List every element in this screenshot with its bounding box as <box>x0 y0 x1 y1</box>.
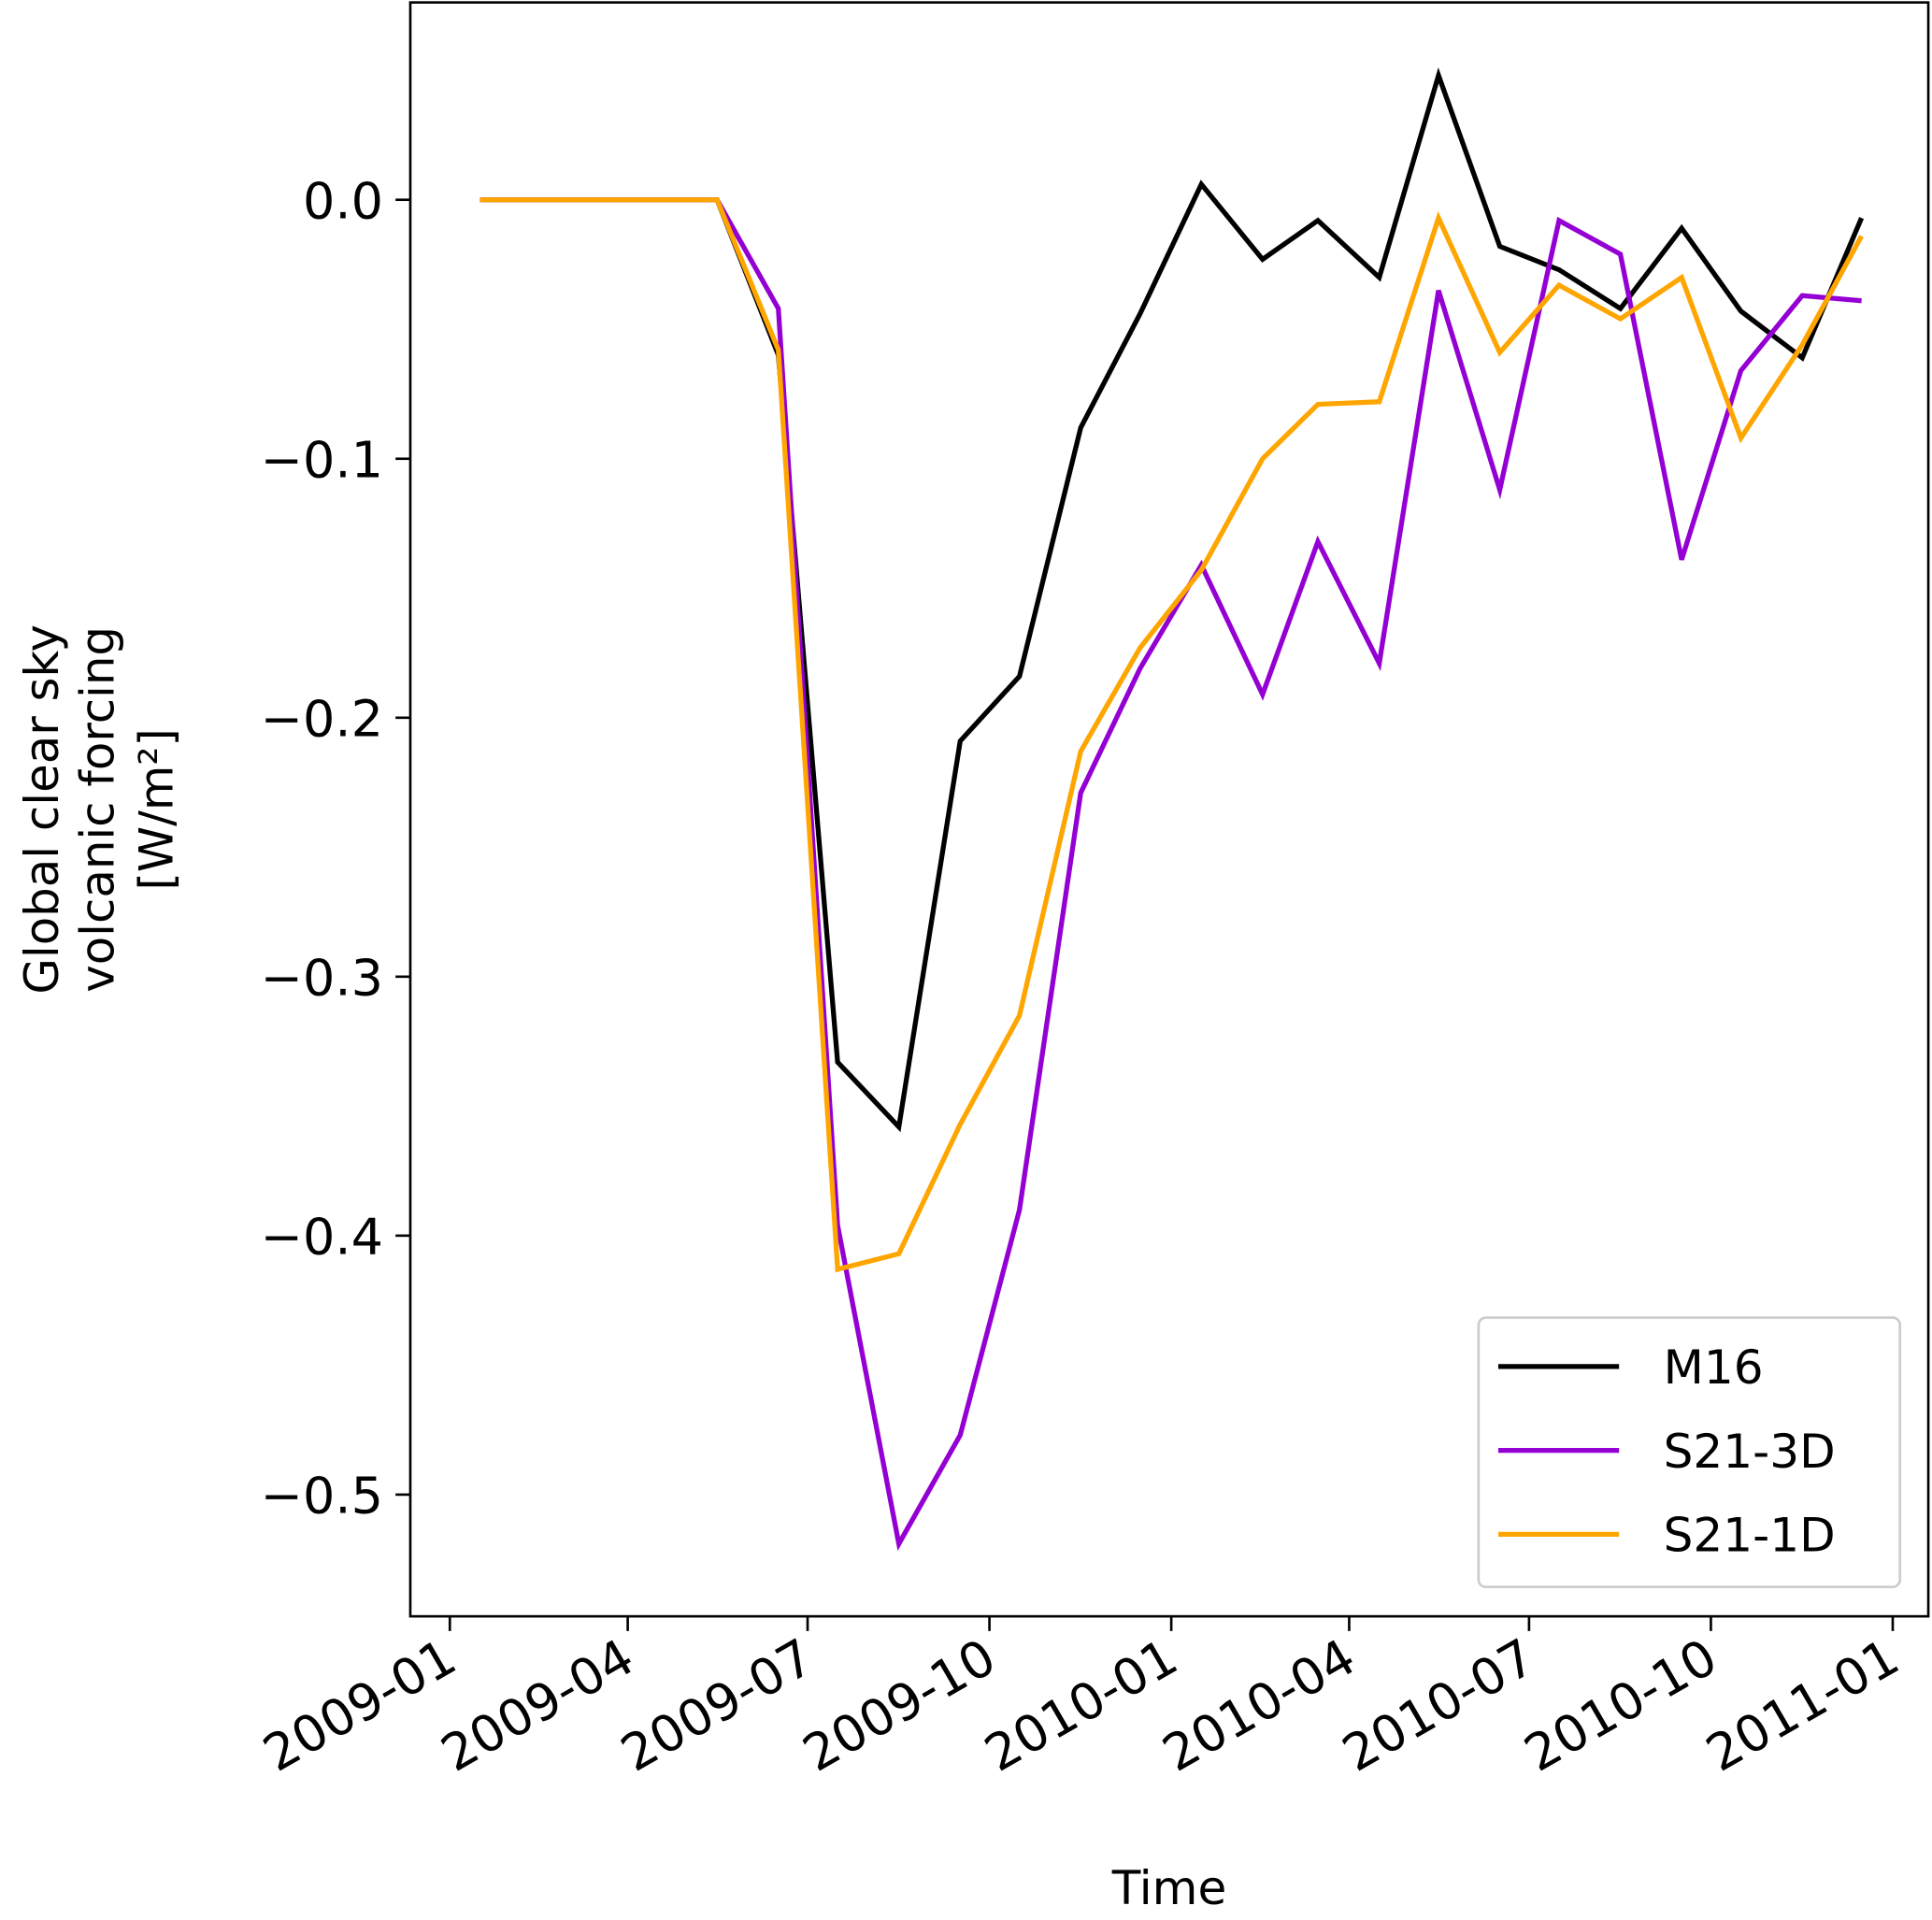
x-tick-label: 2011-01 <box>1696 1627 1909 1784</box>
y-axis-label: Global clear sky volcanic forcing [W/m²] <box>15 624 184 995</box>
x-axis-label: Time <box>1111 1861 1227 1915</box>
y-axis-label-line: [W/m²] <box>129 728 183 890</box>
legend-box <box>1477 1316 1902 1589</box>
plot-frame <box>408 1 1930 1618</box>
y-tick-label: −0.1 <box>261 431 383 490</box>
x-tick-label: 2010-01 <box>975 1627 1187 1784</box>
y-tick-label: −0.2 <box>261 690 383 749</box>
x-tick-label: 2009-01 <box>253 1627 465 1784</box>
y-tick-label: −0.5 <box>261 1467 383 1526</box>
y-axis-label-line: Global clear sky <box>15 624 69 995</box>
series-line <box>479 67 1865 1133</box>
legend-label: M16 <box>1664 1340 1764 1395</box>
x-tick-label: 2010-07 <box>1333 1627 1545 1784</box>
y-tick-label: −0.3 <box>261 949 383 1008</box>
x-tick-label: 2009-10 <box>794 1627 1006 1784</box>
x-tick-label: 2009-04 <box>432 1627 644 1784</box>
y-tick-label: −0.4 <box>261 1208 383 1267</box>
x-tick-label: 2009-07 <box>611 1627 823 1784</box>
y-tick-label: 0.0 <box>303 172 383 231</box>
y-axis-label-line: volcanic forcing <box>70 626 124 993</box>
x-tick-label: 2010-04 <box>1152 1627 1365 1784</box>
legend-label: S21-1D <box>1664 1509 1836 1563</box>
legend-label: S21-3D <box>1664 1425 1836 1479</box>
x-tick-label: 2010-10 <box>1514 1627 1726 1784</box>
legend: M16 S21-3D S21-1D <box>1477 1316 1902 1589</box>
series-line <box>479 197 1864 1273</box>
